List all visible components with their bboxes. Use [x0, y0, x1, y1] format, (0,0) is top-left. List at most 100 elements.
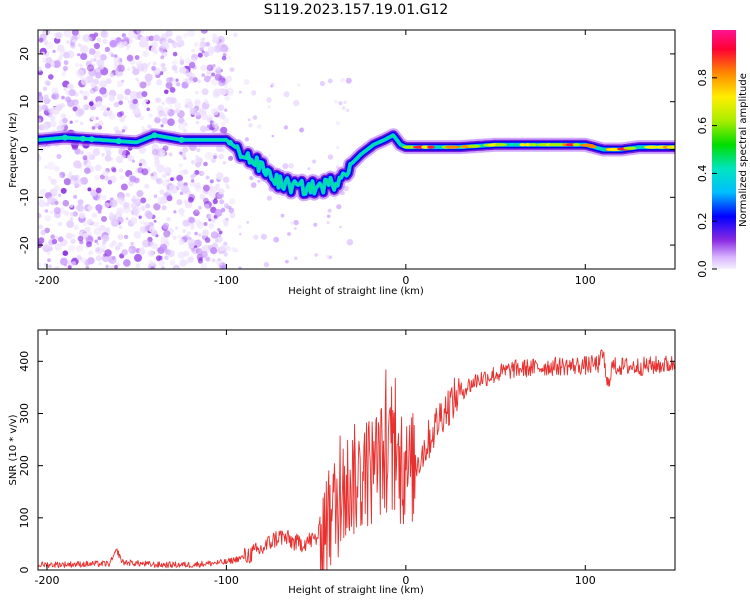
noise-point [69, 204, 74, 208]
noise-point [109, 72, 115, 77]
noise-point [102, 234, 110, 242]
noise-point [44, 215, 51, 222]
noise-point [80, 121, 84, 126]
noise-point [238, 90, 242, 94]
noise-point [145, 203, 151, 209]
noise-point [159, 149, 166, 156]
noise-point [183, 199, 188, 204]
noise-point [60, 113, 67, 119]
noise-point [172, 235, 177, 240]
noise-point [93, 32, 99, 37]
noise-point [285, 259, 289, 264]
noise-point [144, 73, 153, 82]
noise-point [336, 121, 340, 126]
noise-point [178, 207, 185, 215]
noise-point [219, 245, 226, 252]
noise-point [113, 55, 121, 63]
noise-point [179, 56, 183, 60]
noise-point [178, 238, 185, 245]
noise-point [96, 58, 105, 67]
noise-point [139, 36, 147, 43]
noise-point [95, 204, 103, 212]
noise-point [115, 155, 124, 164]
noise-point [117, 242, 123, 248]
noise-point [179, 151, 183, 155]
noise-point [95, 72, 102, 79]
noise-point [248, 123, 253, 128]
noise-point [327, 78, 333, 84]
noise-point [176, 82, 181, 87]
spectrogram-y-axis: 20 10 0 -10 -20 [18, 47, 675, 254]
noise-point [38, 155, 41, 160]
noise-point [44, 165, 48, 169]
noise-point [266, 97, 272, 103]
noise-point [160, 55, 165, 60]
noise-point [74, 179, 82, 188]
snr-y-tick-label: 100 [18, 507, 31, 528]
noise-point [43, 97, 51, 105]
spectrogram-y-tick-label: -10 [18, 188, 31, 206]
noise-point [210, 247, 218, 255]
noise-point [238, 266, 242, 269]
noise-point [335, 145, 340, 150]
snr-y-tick-label: 200 [18, 455, 31, 476]
noise-point [138, 248, 146, 255]
noise-point [66, 220, 74, 229]
noise-point [273, 236, 280, 243]
noise-point [194, 185, 202, 192]
noise-point [119, 175, 125, 180]
noise-point [130, 210, 135, 215]
noise-point [161, 33, 168, 40]
noise-point [161, 205, 167, 211]
noise-point [299, 128, 304, 133]
noise-point [114, 54, 118, 58]
noise-point [107, 179, 113, 185]
noise-point [177, 234, 182, 239]
noise-point [148, 113, 153, 118]
noise-point [218, 230, 223, 235]
noise-point [58, 193, 62, 197]
noise-point [42, 244, 51, 253]
noise-point [141, 91, 148, 97]
noise-point [153, 203, 161, 211]
snr-line [38, 349, 675, 570]
noise-point [47, 175, 53, 181]
noise-point [227, 55, 232, 60]
noise-point [100, 30, 108, 38]
noise-point [80, 177, 88, 185]
noise-point [263, 261, 270, 268]
noise-point [62, 117, 68, 124]
noise-point [94, 175, 100, 181]
noise-point [136, 190, 143, 197]
noise-point [113, 265, 118, 269]
noise-point [283, 91, 290, 98]
noise-point [207, 46, 215, 54]
noise-point [217, 104, 225, 112]
noise-point [176, 174, 184, 182]
noise-point [319, 80, 325, 87]
noise-point [77, 43, 82, 48]
noise-point [42, 86, 48, 92]
noise-point [179, 259, 187, 267]
noise-point [156, 97, 162, 104]
noise-point [176, 199, 183, 206]
noise-point [53, 60, 61, 68]
noise-point [51, 106, 60, 115]
noise-point [252, 115, 258, 120]
noise-point [260, 233, 267, 240]
noise-point [109, 199, 118, 208]
noise-point [47, 161, 56, 170]
noise-point [59, 174, 64, 179]
colorbar-axis: 0.0 0.2 0.4 0.6 0.8 [696, 69, 717, 278]
noise-point [61, 95, 65, 100]
noise-point [154, 159, 160, 165]
noise-point [159, 189, 165, 195]
noise-point [294, 256, 298, 260]
snr-y-axis-label: SNR (10 * v/v) [8, 414, 19, 485]
noise-point [290, 221, 294, 225]
noise-point [218, 188, 225, 195]
noise-point [166, 217, 171, 222]
noise-point [204, 152, 213, 160]
noise-point [167, 227, 175, 235]
noise-point [220, 126, 228, 134]
